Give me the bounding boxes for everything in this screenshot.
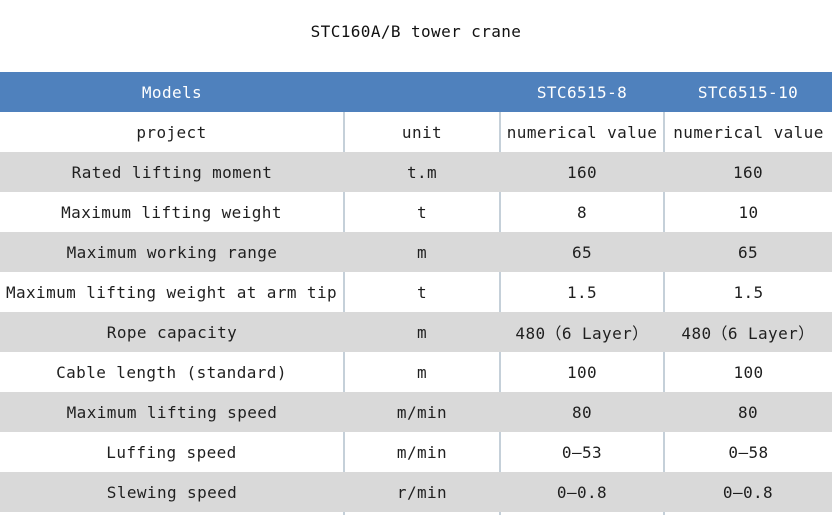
value-a-cell: 480（6 Layer） [500, 312, 664, 352]
model-b-header-cell: STC6515-10 [664, 72, 832, 112]
value-b-cell: 0—58 [663, 432, 832, 472]
project-cell: Luffing speed [106, 442, 237, 462]
project-cell: Maximum lifting weight [61, 202, 282, 222]
value-b-cell: 160 [664, 152, 832, 192]
value-a-cell: 65 [500, 232, 664, 272]
project-cell: Maximum lifting speed [0, 392, 344, 432]
unit-header-cell: unit [343, 112, 500, 152]
table-header-row: Models STC6515-8 STC6515-10 [0, 72, 832, 112]
value-a-cell: 100 [499, 352, 664, 392]
value-b-cell: 480（6 Layer） [664, 312, 832, 352]
table-row: Maximum lifting weight at arm tip t 1.5 … [0, 272, 832, 312]
value-b-cell: 1.5 [663, 272, 832, 312]
value-a-cell: 80 [500, 392, 664, 432]
value-a-cell: 0—0.8 [500, 472, 664, 512]
unit-cell: r/min [344, 472, 500, 512]
value-b-cell: 100 [663, 352, 832, 392]
model-a-header-cell: STC6515-8 [500, 72, 664, 112]
value-a-cell: 160 [500, 152, 664, 192]
unit-cell: m/min [344, 392, 500, 432]
unit-cell: t.m [344, 152, 500, 192]
project-cell: Rated lifting moment [0, 152, 344, 192]
page-title: STC160A/B tower crane [310, 22, 522, 41]
value-b-cell: 65 [664, 232, 832, 272]
unit-cell: t [343, 272, 500, 312]
table-row: Rated lifting moment t.m 160 160 [0, 152, 832, 192]
project-cell: Cable length (standard) [56, 362, 287, 382]
value-a-header-cell: numerical value [499, 112, 664, 152]
unit-cell: t [343, 192, 500, 232]
value-a-cell: 0—53 [499, 432, 664, 472]
table-row: Rope capacity m 480（6 Layer） 480（6 Layer… [0, 312, 832, 352]
project-cell: Maximum working range [0, 232, 344, 272]
unit-cell: m [344, 312, 500, 352]
project-cell: Slewing speed [0, 472, 344, 512]
spec-table: Models STC6515-8 STC6515-10 project unit… [0, 72, 832, 515]
value-b-cell: 0—0.8 [664, 472, 832, 512]
project-cell: Maximum lifting weight at arm tip [5, 282, 338, 302]
value-a-cell: 1.5 [499, 272, 664, 312]
table-row: Cable length (standard) m 100 100 [0, 352, 832, 392]
table-row: Luffing speed m/min 0—53 0—58 [0, 432, 832, 472]
project-cell: Rope capacity [0, 312, 344, 352]
unit-cell: m/min [343, 432, 500, 472]
table-row: Slewing speed r/min 0—0.8 0—0.8 [0, 472, 832, 512]
table-row: Maximum working range m 65 65 [0, 232, 832, 272]
subheader-row: project unit numerical value numerical v… [0, 112, 832, 152]
table-row-cutoff [0, 512, 832, 515]
unit-cell: m [343, 352, 500, 392]
value-b-cell: 80 [664, 392, 832, 432]
value-a-cell: 8 [499, 192, 664, 232]
models-header-cell: Models [0, 72, 344, 112]
table-row: Maximum lifting speed m/min 80 80 [0, 392, 832, 432]
value-b-header-cell: numerical value [663, 112, 832, 152]
table-row: Maximum lifting weight t 8 10 [0, 192, 832, 232]
value-b-cell: 10 [663, 192, 832, 232]
empty-header-cell [344, 72, 500, 112]
unit-cell: m [344, 232, 500, 272]
project-header-cell: project [136, 122, 207, 142]
